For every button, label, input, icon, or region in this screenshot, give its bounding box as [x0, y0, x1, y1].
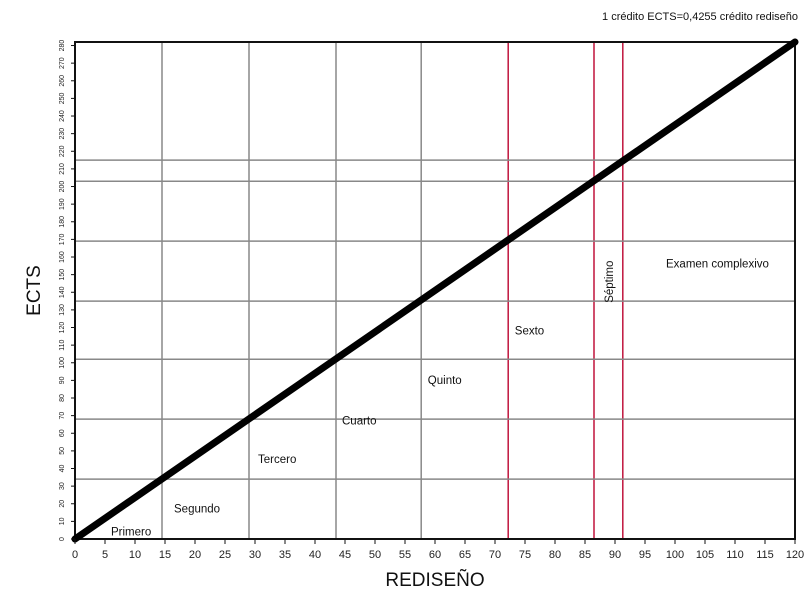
y-tick-label: 0 — [59, 537, 66, 541]
x-tick-label: 15 — [159, 549, 171, 561]
x-tick-label: 20 — [189, 549, 201, 561]
y-tick-label: 80 — [59, 394, 66, 402]
y-tick-label: 170 — [59, 233, 66, 245]
x-tick-label: 5 — [102, 549, 108, 561]
x-tick-label: 25 — [219, 549, 231, 561]
semester-label: Segundo — [174, 504, 220, 516]
y-tick-label: 100 — [59, 357, 66, 369]
y-tick-label: 220 — [59, 145, 66, 157]
y-tick-label: 10 — [59, 517, 66, 525]
conversion-note: 1 crédito ECTS=0,4255 crédito rediseño — [602, 11, 798, 23]
x-tick-label: 85 — [579, 549, 591, 561]
y-tick-label: 250 — [59, 92, 66, 104]
ects-line-series — [71, 38, 799, 543]
semester-label: Quinto — [428, 375, 462, 387]
x-tick-label: 115 — [756, 549, 774, 561]
y-tick-label: 90 — [59, 376, 66, 384]
semester-label: Cuarto — [342, 415, 377, 427]
y-tick-label: 260 — [59, 75, 66, 87]
semester-label: Primero — [111, 526, 151, 538]
x-tick-label: 75 — [519, 549, 531, 561]
y-tick-label: 40 — [59, 465, 66, 473]
y-tick-label: 280 — [59, 40, 66, 52]
y-tick-label: 200 — [59, 181, 66, 193]
x-tick-label: 50 — [369, 549, 381, 561]
y-tick-label: 20 — [59, 500, 66, 508]
y-tick-label: 120 — [59, 322, 66, 334]
y-tick-label: 150 — [59, 269, 66, 281]
x-tick-label: 0 — [72, 549, 78, 561]
y-tick-label: 70 — [59, 412, 66, 420]
x-tick-label: 35 — [279, 549, 291, 561]
x-tick-label: 90 — [609, 549, 621, 561]
x-tick-label: 80 — [549, 549, 561, 561]
x-tick-label: 40 — [309, 549, 321, 561]
x-axis-ticks: 0 5 10 15 20 25 30 35 40 45 50 55 60 65 70 75 80 85 90 95 10… — [72, 539, 804, 561]
y-tick-label: 240 — [59, 110, 66, 122]
semester-label: Séptimo — [604, 261, 616, 303]
y-tick-label: 230 — [59, 128, 66, 140]
x-tick-label: 95 — [639, 549, 651, 561]
x-tick-label: 65 — [459, 549, 471, 561]
vertical-gridlines — [161, 42, 624, 539]
y-tick-label: 130 — [59, 304, 66, 316]
semester-label: Sexto — [515, 326, 544, 338]
y-tick-label: 50 — [59, 447, 66, 455]
x-tick-label: 60 — [429, 549, 441, 561]
semester-label: Examen complexivo — [666, 259, 769, 271]
y-tick-label: 60 — [59, 429, 66, 437]
x-axis-title: REDISEÑO — [385, 569, 484, 591]
y-tick-label: 140 — [59, 286, 66, 298]
y-axis-ticks: 0 10 20 30 40 50 60 70 80 90 100 110 120 130 140 150 160… — [59, 40, 75, 541]
x-tick-label: 45 — [339, 549, 351, 561]
y-tick-label: 210 — [59, 163, 66, 175]
y-tick-label: 30 — [59, 482, 66, 490]
y-tick-label: 190 — [59, 198, 66, 210]
y-tick-label: 180 — [59, 216, 66, 228]
x-tick-label: 105 — [696, 549, 714, 561]
x-tick-label: 30 — [249, 549, 261, 561]
semester-label: Tercero — [258, 454, 296, 466]
semester-labels: Primero Segundo Tercero Cuarto Quinto Sexto Sé… — [111, 259, 769, 539]
x-tick-label: 120 — [786, 549, 804, 561]
series-layer — [71, 38, 799, 543]
x-tick-label: 10 — [129, 549, 141, 561]
y-axis-title: ECTS — [24, 265, 45, 316]
y-tick-label: 160 — [59, 251, 66, 263]
y-tick-label: 110 — [59, 339, 66, 350]
horizontal-gridlines — [75, 159, 795, 480]
x-tick-label: 110 — [726, 549, 744, 561]
x-tick-label: 70 — [489, 549, 501, 561]
y-tick-label: 270 — [59, 57, 66, 69]
x-tick-label: 100 — [666, 549, 684, 561]
x-tick-label: 55 — [399, 549, 411, 561]
